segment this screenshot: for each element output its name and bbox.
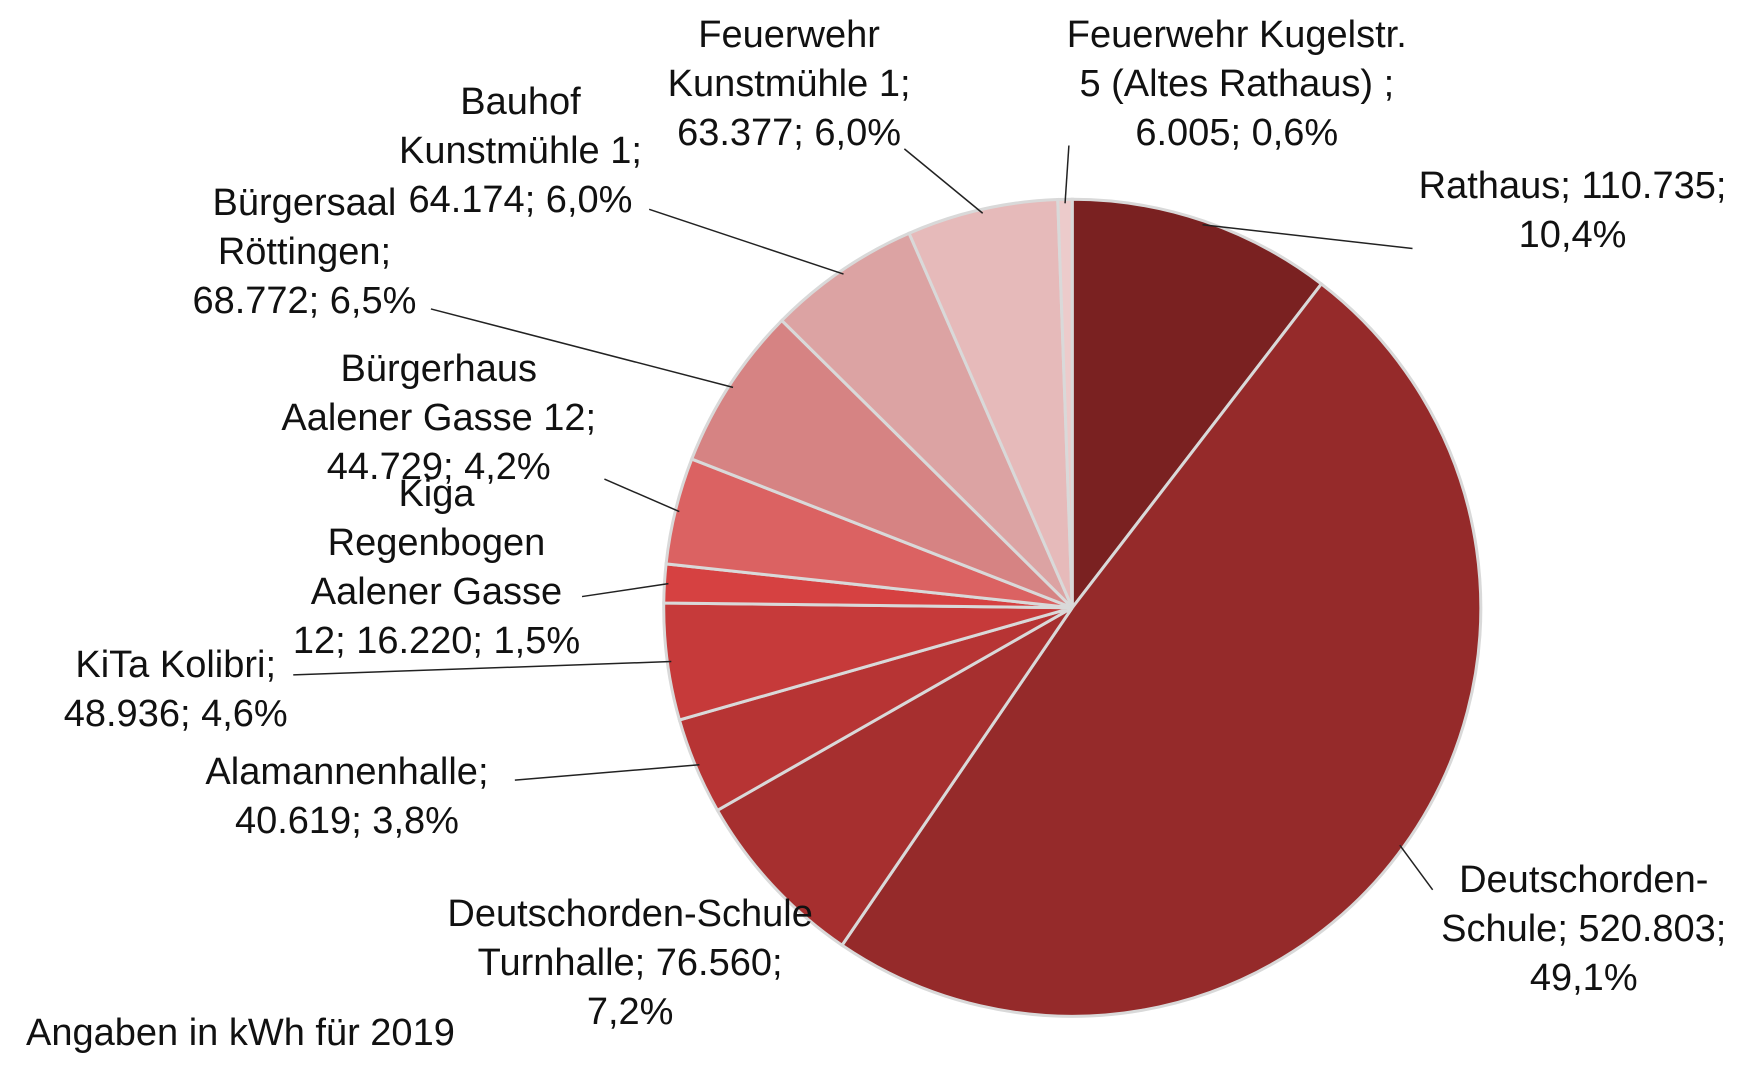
pie-slice [1070,197,1324,613]
data-label: Bürgersaal Röttingen; 68.772; 6,5% [192,182,417,323]
leader-line [1202,224,1413,250]
pie-slice [689,318,1074,610]
leader-line [293,660,672,676]
data-label: KiTa Kolibri; 48.936; 4,6% [63,644,288,736]
pie-slice [715,606,1074,948]
data-label: Deutschorden-Schule; 520.803; 49,1% [1441,859,1727,1000]
data-label: Deutschorden-Schule Turnhalle; 76.560; 7… [447,892,813,1033]
leader-line [1064,145,1070,204]
data-label: Feuerwehr Kunstmühle 1; 63.377; 6,0% [667,14,911,155]
footnote: Angaben in kWh für 2019 [26,1012,455,1054]
leader-line [648,208,844,275]
pie-slice [779,231,1074,609]
leader-line [581,582,669,598]
leader-line [430,308,734,389]
leader-line [1399,844,1434,891]
data-label: Bürgerhaus Aalener Gasse 12; 44.729; 4,2… [281,347,597,488]
leader-line [903,148,984,214]
data-label: Rathaus; 110.735; 10,4% [1418,165,1727,257]
data-label: Feuerwehr Kugelstr. 5 (Altes Rathaus) ; … [1066,14,1407,155]
leader-line [604,478,680,513]
pie-slice [839,281,1483,1018]
leader-line [514,763,700,781]
pie-slice [907,197,1074,609]
data-label: Bauhof Kunstmühle 1; 64.174; 6,0% [398,81,642,222]
data-label: Alamannenhalle; 40.619; 3,8% [205,750,489,842]
data-label: Kiga Regenbogen Aalener Gasse 12; 16.220… [292,473,581,663]
